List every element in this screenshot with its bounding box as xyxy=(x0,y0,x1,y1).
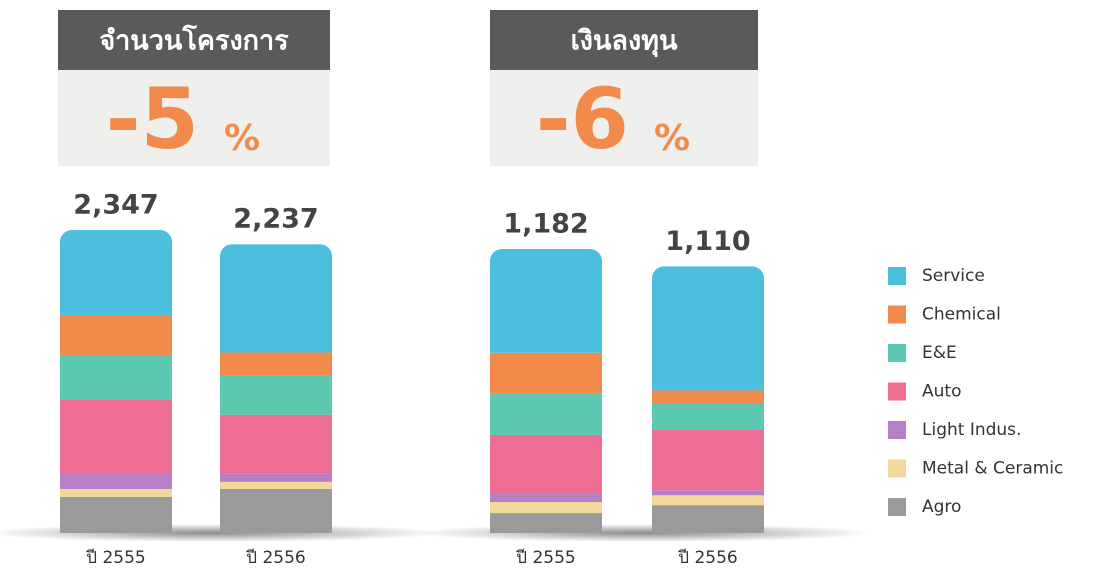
x-tick-label: ปี 2556 xyxy=(245,548,305,568)
bar-stack xyxy=(220,244,332,533)
bar-segment xyxy=(490,352,602,394)
bar-segment xyxy=(652,505,764,533)
bar-segment xyxy=(60,230,172,315)
change-value: -6 xyxy=(536,70,629,168)
legend-swatch xyxy=(888,267,906,285)
bar-segment xyxy=(490,249,602,353)
bar-segment xyxy=(60,400,172,475)
bar-stack xyxy=(652,266,764,533)
shadow xyxy=(414,524,874,542)
bar-segment xyxy=(220,244,332,353)
bar-stack xyxy=(60,230,172,533)
legend-swatch xyxy=(888,305,906,324)
legend-label: Service xyxy=(922,266,985,286)
legend-label: E&E xyxy=(922,343,957,363)
chart-title: จำนวนโครงการ xyxy=(99,24,289,57)
bar-segment xyxy=(60,474,172,489)
change-unit: % xyxy=(224,118,260,159)
bar-segment xyxy=(652,495,764,506)
bar-stack xyxy=(490,249,602,533)
total-label: 1,182 xyxy=(503,209,588,240)
x-tick-label: ปี 2555 xyxy=(515,548,575,568)
change-value: -5 xyxy=(106,70,199,168)
legend-label: Light Indus. xyxy=(922,420,1021,440)
bar-segment xyxy=(490,393,602,435)
bar-segment xyxy=(220,473,332,482)
bar-segment xyxy=(220,352,332,376)
bar-segment xyxy=(220,488,332,533)
total-label: 2,347 xyxy=(73,190,158,221)
header-bg xyxy=(58,10,330,70)
bar-segment xyxy=(652,429,764,491)
bar-segment xyxy=(220,481,332,489)
legend-label: Metal & Ceramic xyxy=(922,459,1063,479)
bar-segment xyxy=(490,513,602,533)
bar-segment xyxy=(652,403,764,430)
bar-segment xyxy=(60,488,172,497)
bar-segment xyxy=(490,434,602,495)
change-bg xyxy=(490,70,758,166)
bar-segment xyxy=(220,414,332,474)
legend-swatch xyxy=(888,344,906,362)
bar-segment xyxy=(652,266,764,391)
chart-title: เงินลงทุน xyxy=(571,26,678,58)
legend-label: Auto xyxy=(922,382,961,402)
x-tick-label: ปี 2555 xyxy=(85,548,145,568)
bar-segment xyxy=(490,494,602,503)
total-label: 1,110 xyxy=(665,226,750,257)
legend-swatch xyxy=(888,498,906,516)
total-label: 2,237 xyxy=(233,204,318,235)
bar-segment xyxy=(652,490,764,496)
bar-segment xyxy=(60,354,172,401)
change-bg xyxy=(58,70,330,166)
legend-label: Chemical xyxy=(922,305,1001,325)
bar-segment xyxy=(60,496,172,533)
change-unit: % xyxy=(654,118,690,159)
legend-swatch xyxy=(888,459,906,478)
legend-swatch xyxy=(888,421,906,439)
header-bg xyxy=(490,10,758,70)
bar-segment xyxy=(652,390,764,404)
bar-segment xyxy=(490,502,602,514)
bar-segment xyxy=(220,375,332,415)
x-tick-label: ปี 2556 xyxy=(677,548,737,568)
legend-label: Agro xyxy=(922,497,961,517)
legend-swatch xyxy=(888,382,906,401)
bar-segment xyxy=(60,314,172,355)
